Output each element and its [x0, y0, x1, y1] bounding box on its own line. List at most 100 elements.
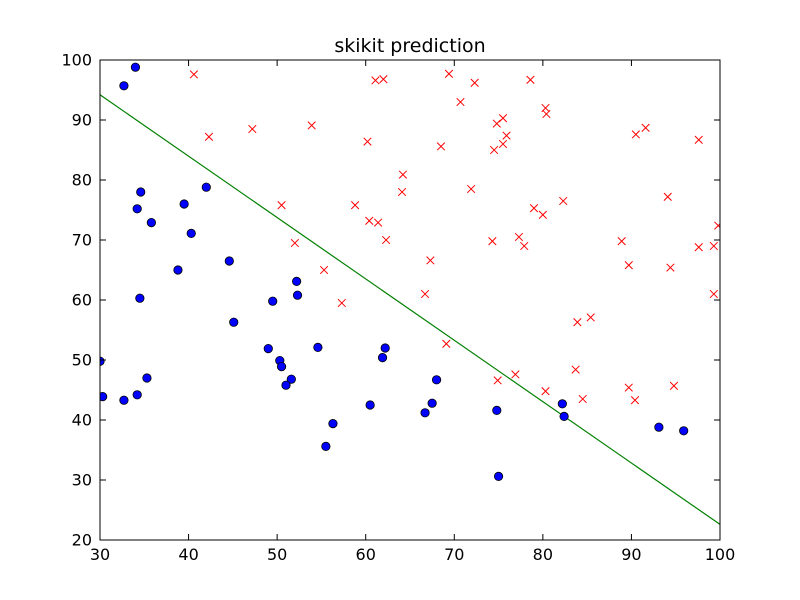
data-point-circle [201, 182, 211, 192]
data-point-x [630, 396, 640, 405]
data-point-x [578, 394, 587, 404]
x-tick-label: 50 [267, 545, 287, 564]
y-tick-label: 80 [72, 171, 92, 190]
data-point-circle [276, 361, 287, 372]
data-point-circle [380, 343, 390, 353]
data-point-x [520, 241, 529, 251]
data-point-x [666, 263, 675, 272]
data-point-circle [286, 374, 296, 384]
data-point-circle [557, 399, 567, 409]
plot-content [100, 62, 720, 525]
data-point-x [398, 170, 408, 179]
data-point-x [307, 121, 316, 130]
data-point-x [514, 232, 524, 242]
data-point-circle [328, 418, 338, 429]
data-point-x [371, 76, 380, 85]
data-point-x [624, 383, 633, 392]
data-point-circle [377, 352, 388, 363]
data-point-x [663, 192, 672, 201]
x-tick-label: 40 [178, 545, 198, 564]
data-point-x [189, 70, 199, 79]
data-point-x [709, 289, 718, 299]
data-point-circle [186, 228, 196, 238]
data-point-x [571, 365, 580, 374]
data-point-x [397, 187, 407, 197]
data-point-x [529, 204, 539, 213]
data-point-x [624, 261, 633, 270]
data-point-circle [224, 256, 234, 266]
data-point-circle [559, 411, 569, 421]
data-point-x [381, 235, 391, 245]
data-point-x [442, 339, 451, 348]
x-axis: 30 40 50 60 70 80 90 100 [90, 60, 735, 564]
data-point-x [488, 237, 497, 246]
data-point-circle [119, 395, 129, 405]
data-point-circle [427, 398, 437, 408]
data-point-x [456, 97, 465, 107]
data-point-x [538, 210, 548, 219]
data-point-x [363, 137, 372, 146]
data-point-circle [100, 392, 108, 402]
data-point-x [492, 119, 501, 128]
chart-title: skikit prediction [334, 35, 485, 57]
data-point-circle [493, 471, 504, 481]
y-tick-label: 90 [72, 111, 92, 130]
y-tick-label: 70 [72, 231, 92, 250]
data-point-x [365, 216, 374, 225]
data-point-circle [492, 405, 502, 415]
y-tick-label: 20 [72, 531, 92, 550]
data-point-x [493, 376, 502, 385]
data-point-circle [321, 441, 331, 451]
data-point-circle [263, 343, 273, 354]
data-point-x [337, 298, 346, 308]
data-point-circle [132, 390, 142, 400]
data-point-x [444, 69, 454, 78]
data-point-x [631, 130, 641, 139]
data-point-x [617, 237, 626, 246]
data-point-x [586, 313, 595, 322]
y-tick-label: 40 [72, 411, 92, 430]
data-point-x [541, 387, 550, 396]
data-point-x [542, 109, 551, 119]
data-point-x [498, 114, 508, 123]
decision-boundary-line [100, 94, 720, 525]
x-tick-label: 100 [705, 545, 736, 564]
data-point-x [694, 243, 703, 252]
data-point-x [204, 132, 214, 141]
y-tick-label: 60 [72, 291, 92, 310]
data-point-x [511, 370, 520, 379]
data-point-circle [229, 317, 239, 327]
data-point-circle [292, 290, 303, 300]
data-point-x [277, 201, 286, 210]
data-point-x [498, 139, 508, 149]
data-point-circle [135, 293, 145, 303]
data-point-x [420, 289, 430, 299]
data-point-x [526, 75, 535, 84]
x-tick-label: 90 [621, 545, 641, 564]
data-point-circle [119, 81, 129, 91]
data-point-circle [654, 422, 664, 432]
data-point-x [248, 124, 257, 134]
data-point-circle [679, 426, 689, 436]
y-tick-label: 100 [61, 51, 92, 70]
data-point-circle [173, 265, 183, 275]
data-point-circle [130, 62, 141, 72]
data-point-x [502, 131, 511, 140]
y-tick-label: 50 [72, 351, 92, 370]
data-point-x [573, 318, 582, 327]
x-tick-label: 70 [444, 545, 464, 564]
data-point-circle [365, 400, 375, 410]
data-point-x [426, 256, 435, 265]
data-point-circle [420, 408, 430, 418]
data-point-x [436, 142, 446, 151]
data-point-x [290, 238, 300, 248]
x-tick-label: 80 [533, 545, 553, 564]
y-axis: 20 30 40 50 60 70 80 90 100 [61, 51, 720, 550]
data-point-circle [281, 380, 291, 390]
x-tick-label: 30 [90, 545, 110, 564]
data-point-x [379, 75, 388, 84]
data-point-circle [136, 187, 146, 197]
data-point-circle [146, 218, 156, 228]
